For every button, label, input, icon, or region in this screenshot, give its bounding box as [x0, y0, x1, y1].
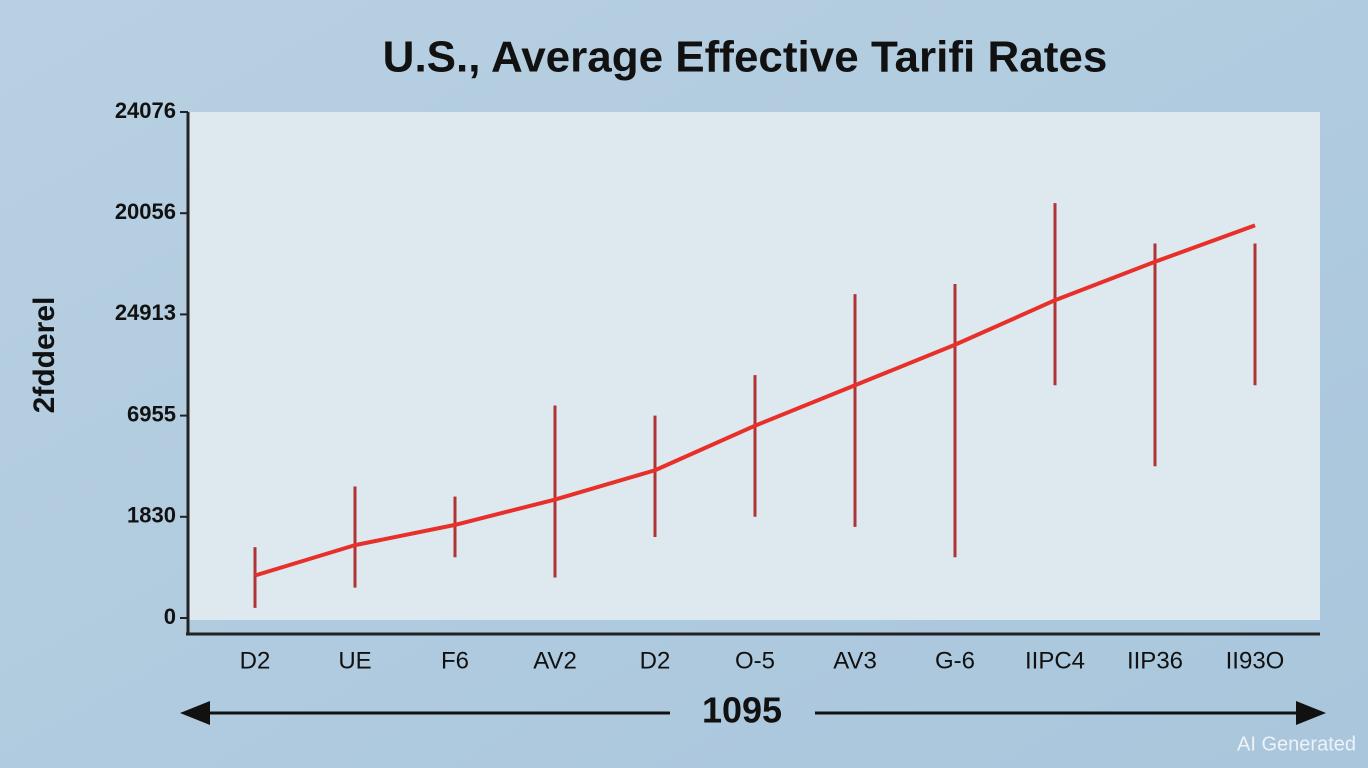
arrow-right-head [1296, 701, 1326, 725]
x-tick-label: IIPC4 [1025, 647, 1085, 674]
x-tick-label: G-6 [935, 647, 975, 674]
x-tick-label: D2 [240, 647, 271, 674]
x-tick-label: UE [338, 647, 371, 674]
x-tick-label: AV3 [833, 647, 877, 674]
y-tick-label: 0 [164, 604, 176, 629]
arrow-left-head [180, 701, 210, 725]
x-tick-label: AV2 [533, 647, 577, 674]
y-tick-label: 24076 [115, 98, 176, 123]
plot-area [188, 112, 1320, 620]
x-tick-label: II93O [1226, 647, 1285, 674]
chart-title: U.S., Average Effective Tarifi Rates [383, 33, 1108, 82]
x-tick-label: F6 [441, 647, 469, 674]
watermark: AI Generated [1237, 733, 1356, 755]
y-tick-label: 20056 [115, 199, 176, 224]
trend-line [254, 223, 1256, 578]
x-axis-label: 1095 [702, 690, 782, 731]
x-tick-label: D2 [640, 647, 671, 674]
y-tick-label: 1830 [127, 503, 176, 528]
y-tick-label: 6955 [127, 401, 176, 426]
x-tick-label: O-5 [735, 647, 775, 674]
y-tick-label: 24913 [115, 300, 176, 325]
x-tick-label: IIP36 [1127, 647, 1183, 674]
y-axis-label: 2fdderel [28, 297, 61, 414]
